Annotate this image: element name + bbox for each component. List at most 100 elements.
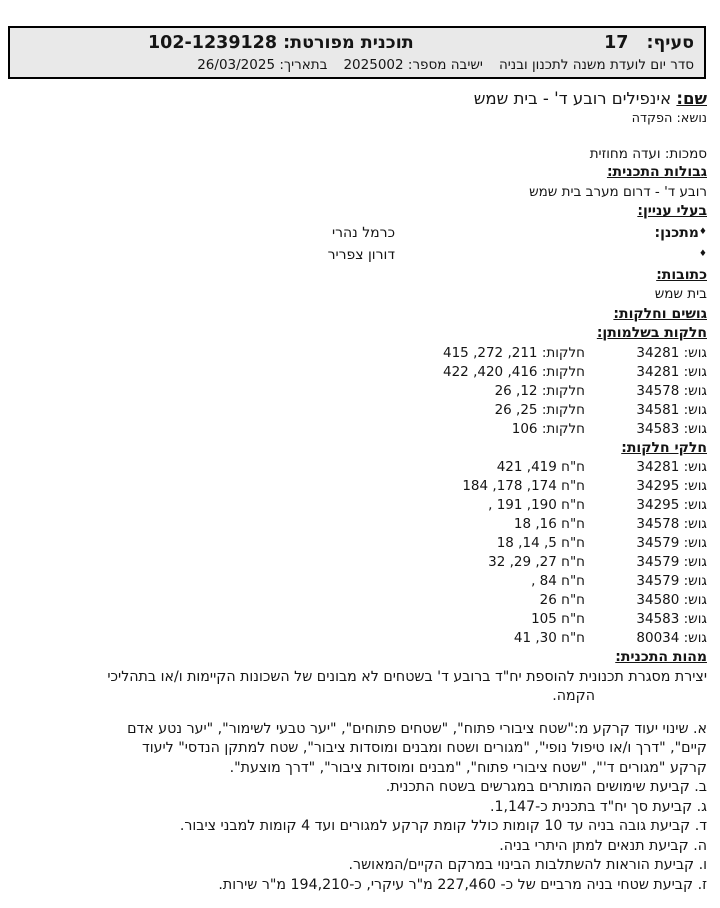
- section-number: 17: [604, 33, 629, 53]
- plan-name-label: שם:: [676, 89, 707, 108]
- block-number: גוש: 34281: [636, 459, 707, 475]
- block-number: גוש: 34583: [636, 611, 707, 627]
- parcel-numbers: חלקות: 106: [511, 420, 585, 437]
- stakeholder-row: ♦ דורון צפריר: [0, 244, 707, 266]
- date-label: בתאריך:: [279, 57, 328, 73]
- blocks-parcels-title: גושים וחלקות:: [613, 305, 707, 322]
- meeting-info-row: סדר יום לועדת משנה לתכנון ובניה ישיבה מס…: [10, 56, 704, 74]
- parcel-row: גוש: 34281 ח"ח 419, 421: [0, 458, 707, 477]
- parcel-numbers: ח"ח 84 ,: [531, 573, 585, 589]
- parcel-numbers: ח"ח 26: [539, 592, 585, 608]
- essence-clause-line: ד. קביעת גובה בניה עד 10 קומות כולל קומת…: [179, 818, 707, 834]
- essence-clause-line: ה. קביעת תנאים למתן היתרי בניה.: [499, 837, 707, 854]
- plan-essence-title: מהות התכנית:: [615, 649, 707, 665]
- essence-clause-line: ז. קביעת שטחי בניה מרביים של כ- 227,460 …: [218, 876, 707, 893]
- parcel-row: גוש: 34281 חלקות: 416, 420, 422: [0, 363, 707, 382]
- section-header-box: סעיף: 17 תוכנית מפורטת: 102-1239128 סדר …: [8, 26, 706, 79]
- essence-clause-line: קיים", "דרך ו/או טיפול נופי", "מגורים וש…: [142, 740, 707, 756]
- diamond-bullet-icon: ♦: [698, 226, 707, 237]
- parcel-numbers: חלקות: 12, 26: [494, 382, 585, 399]
- stakeholder-role-label: מתכנן:: [654, 224, 699, 241]
- parcel-numbers: ח"ח 105: [531, 611, 585, 627]
- essence-clause-line: ו. קביעת הוראות להשתלבות הבינוי במרקם הק…: [348, 857, 707, 873]
- block-number: גוש: 34581: [636, 401, 707, 418]
- block-number: גוש: 80034: [636, 630, 707, 646]
- parcel-row: גוש: 34583 חלקות: 106: [0, 420, 707, 439]
- stakeholder-role-cell: ♦מתכנן:: [395, 222, 707, 244]
- header-title-row: סעיף: 17 תוכנית מפורטת: 102-1239128: [10, 30, 704, 55]
- block-number: גוש: 34578: [636, 382, 707, 399]
- authority-line: סמכות: ועדה מחוזית: [0, 145, 707, 163]
- parcel-row: גוש: 34281 חלקות: 211, 272, 415: [0, 344, 707, 363]
- parcel-numbers: חלקות: 25, 26: [494, 401, 585, 418]
- essence-clause-line: ג. קביעת סך יח"ד בתכנית כ-1,147.: [489, 798, 707, 815]
- parcel-row: גוש: 34581 חלקות: 25, 26: [0, 401, 707, 420]
- section-label: סעיף:: [646, 33, 694, 53]
- whole-parcels-title: חלקות בשלמותן:: [596, 325, 707, 341]
- block-number: גוש: 34579: [636, 554, 707, 570]
- parcel-numbers: ח"ח 16, 18: [513, 516, 585, 532]
- meeting-label: ישיבה מספר:: [407, 57, 483, 73]
- agenda-item-page: סעיף: 17 תוכנית מפורטת: 102-1239128 סדר …: [0, 26, 720, 895]
- parcel-numbers: ח"ח 27, 29, 32: [488, 554, 585, 570]
- agenda-text: סדר יום לועדת משנה לתכנון ובניה: [498, 57, 694, 73]
- parcel-row: גוש: 34295 ח"ח 174, 178, 184: [0, 477, 707, 496]
- plan-name-line: שם: אינפילים רובע ד' - בית שמש: [0, 88, 707, 110]
- parcel-row: גוש: 34578 חלקות: 12, 26: [0, 382, 707, 401]
- block-number: גוש: 34583: [636, 420, 707, 437]
- parcel-numbers: ח"ח 30, 41: [513, 630, 585, 646]
- diamond-bullet-icon: ♦: [698, 248, 707, 259]
- partial-parcels-title: חלקי חלקות:: [621, 439, 707, 456]
- parcel-numbers: ח"ח 174, 178, 184: [462, 478, 585, 494]
- plan-number-group: תוכנית מפורטת: 102-1239128: [148, 31, 414, 55]
- boundaries-value: רובע ד' - דרום מערב בית שמש: [529, 183, 707, 200]
- parcel-row: גוש: 34579 ח"ח 5, 14, 18: [0, 534, 707, 553]
- essence-clause-line: א. שינוי יעוד קרקע מ:"שטח ציבורי פתוח", …: [127, 720, 707, 737]
- parcel-row: גוש: 34583 ח"ח 105: [0, 610, 707, 629]
- parcel-row: גוש: 80034 ח"ח 30, 41: [0, 629, 707, 648]
- parcel-row: גוש: 34579 ח"ח 27, 29, 32: [0, 553, 707, 572]
- date-value: 26/03/2025: [197, 57, 276, 73]
- stakeholder-name: כרמל נהרי: [331, 224, 395, 241]
- plan-name-value: אינפילים רובע ד' - בית שמש: [473, 89, 672, 108]
- block-number: גוש: 34579: [636, 573, 707, 589]
- boundaries-title: גבולות התכנית:: [606, 164, 707, 180]
- block-number: גוש: 34295: [636, 497, 707, 513]
- meeting-date-group: בתאריך: 26/03/2025: [197, 56, 327, 74]
- plan-label: תוכנית מפורטת:: [283, 33, 414, 53]
- meeting-number-group: ישיבה מספר: 2025002: [343, 56, 482, 74]
- subject-label: נושא:: [676, 111, 707, 126]
- block-number: גוש: 34578: [636, 516, 707, 532]
- block-number: גוש: 34295: [636, 478, 707, 494]
- subject-line: נושא: הפקדה: [0, 111, 707, 127]
- block-number: גוש: 34579: [636, 535, 707, 551]
- parcel-row: גוש: 34580 ח"ח 26: [0, 591, 707, 610]
- authority-label: סמכות:: [664, 146, 707, 162]
- stakeholder-name: דורון צפריר: [327, 246, 395, 263]
- parcel-row: גוש: 34295 ח"ח 190, 191 ,: [0, 496, 707, 515]
- essence-intro-line: יצירת מסגרת תכנונית להוספת יח"ד ברובע ד'…: [107, 668, 707, 685]
- stakeholder-role-cell: ♦: [395, 244, 707, 266]
- addresses-value: בית שמש: [654, 286, 707, 302]
- parcel-numbers: חלקות: 211, 272, 415: [443, 344, 585, 361]
- essence-clause-line: ב. קביעת שימושים המותרים במגרשים בשטח הת…: [385, 779, 707, 795]
- authority-value: ועדה מחוזית: [589, 146, 661, 162]
- addresses-title: כתובות:: [656, 266, 707, 283]
- block-number: גוש: 34580: [636, 592, 707, 608]
- block-number: גוש: 34281: [636, 344, 707, 361]
- stakeholder-row: ♦מתכנן:כרמל נהרי: [0, 222, 707, 244]
- essence-intro-line: הקמה.: [552, 688, 595, 704]
- parcel-numbers: ח"ח 5, 14, 18: [496, 535, 585, 551]
- subject-value: הפקדה: [631, 111, 673, 126]
- parcel-numbers: ח"ח 190, 191 ,: [488, 497, 585, 513]
- parcel-numbers: ח"ח 419, 421: [496, 459, 585, 475]
- section-number-group: סעיף: 17: [604, 31, 694, 55]
- essence-clause-line: קרקע "מגורים ד'", "שטח ציבורי פתוח", "מב…: [229, 759, 707, 776]
- stakeholders-title: בעלי עניין:: [637, 203, 707, 219]
- block-number: גוש: 34281: [636, 363, 707, 380]
- parcel-row: גוש: 34579 ח"ח 84 ,: [0, 572, 707, 591]
- plan-number: 102-1239128: [148, 33, 278, 53]
- parcel-numbers: חלקות: 416, 420, 422: [443, 363, 585, 380]
- meeting-number: 2025002: [343, 57, 404, 73]
- parcel-row: גוש: 34578 ח"ח 16, 18: [0, 515, 707, 534]
